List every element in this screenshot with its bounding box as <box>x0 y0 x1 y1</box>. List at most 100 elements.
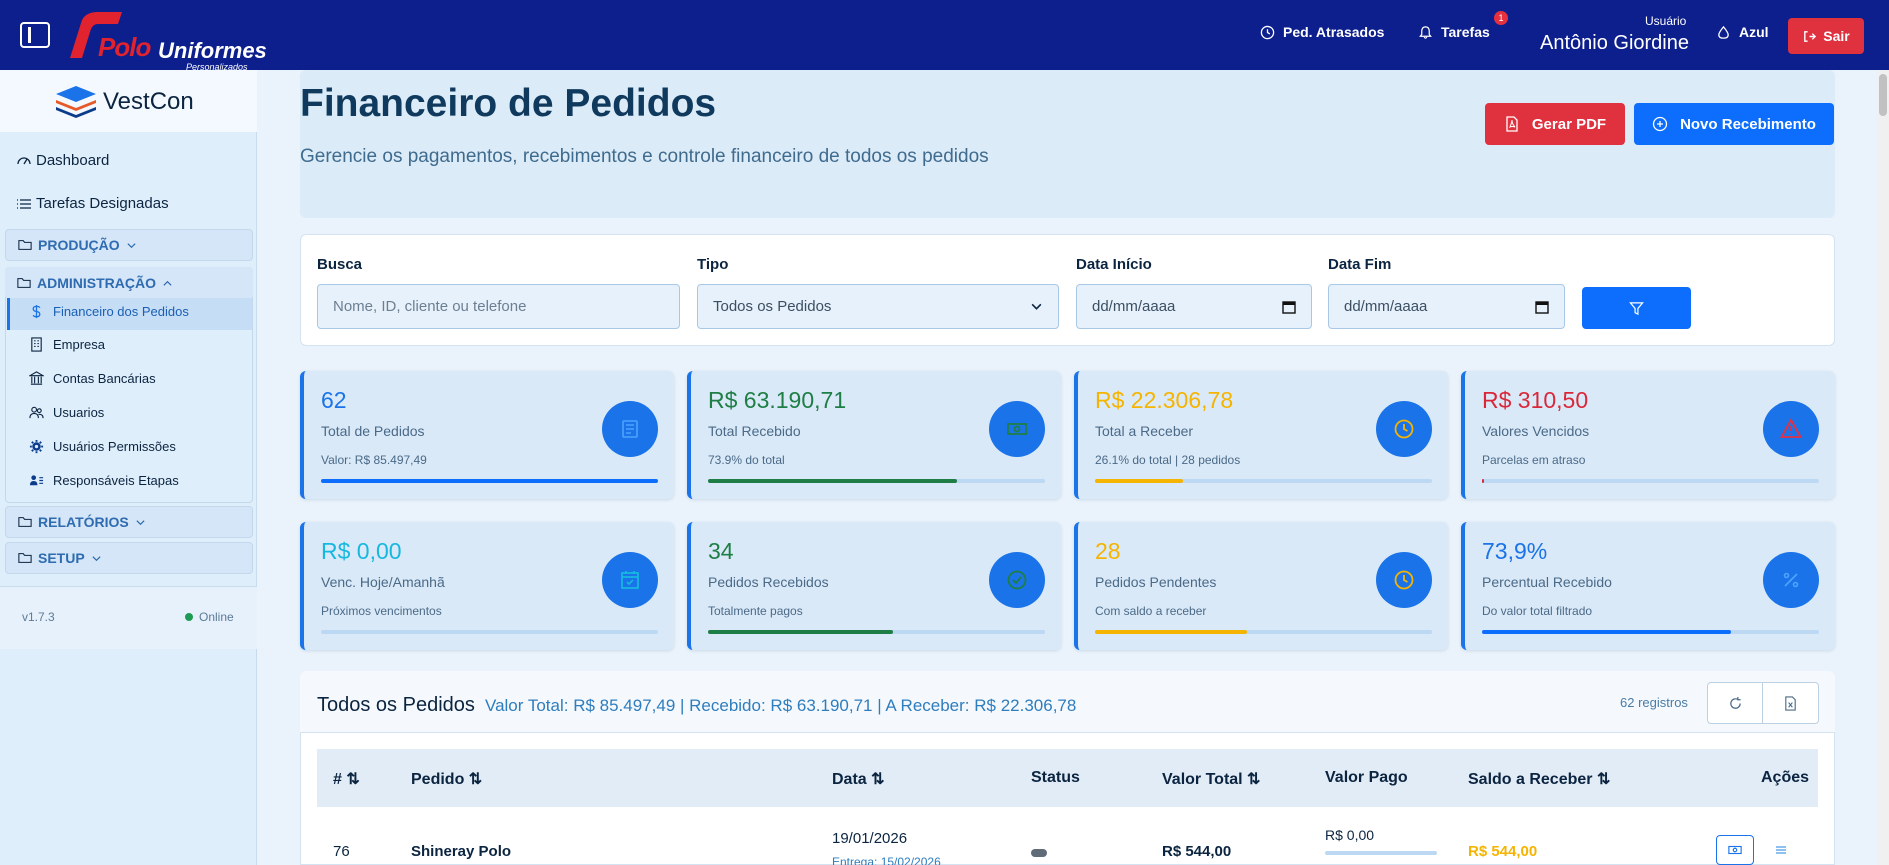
type-select[interactable]: Todos os Pedidos <box>697 284 1059 329</box>
sidebar-divider <box>0 586 257 587</box>
table-header-row <box>317 749 1818 807</box>
page-subtitle: Gerencie os pagamentos, recebimentos e c… <box>300 146 989 167</box>
chevron-up-icon <box>163 280 172 286</box>
apply-filter-button[interactable] <box>1582 287 1691 329</box>
delayed-orders-label: Ped. Atrasados <box>1283 24 1385 40</box>
page-scrollbar[interactable] <box>1877 70 1889 865</box>
orders-table-header <box>300 671 1835 733</box>
records-count: 62 registros <box>1620 695 1688 710</box>
start-date-input[interactable]: dd/mm/aaaa <box>1076 284 1312 329</box>
sidebar-footer <box>0 587 257 649</box>
stat-card: R$ 310,50 Valores Vencidos Parcelas em atr… <box>1461 371 1835 499</box>
sidebar-item-empresa[interactable]: Empresa <box>29 337 105 352</box>
calendar-icon <box>1282 300 1296 314</box>
receive-payment-button[interactable] <box>1716 835 1754 865</box>
stat-subtext: Valor: R$ 85.497,49 <box>321 453 427 467</box>
stat-label: Percentual Recebido <box>1482 574 1612 590</box>
sidebar-brand[interactable]: VestCon <box>0 70 257 132</box>
stat-value: 73,9% <box>1482 538 1548 564</box>
stat-value: 62 <box>321 387 347 413</box>
building-icon <box>31 337 42 352</box>
stat-progress-fill <box>321 479 658 483</box>
stat-subtext: Com saldo a receber <box>1095 604 1207 618</box>
company-logo[interactable]: Polo Uniformes Personalizados <box>68 8 267 72</box>
sidebar-item-dashboard[interactable]: Dashboard <box>16 152 109 169</box>
folder-icon <box>18 517 32 527</box>
stat-label: Pedidos Recebidos <box>708 574 829 590</box>
column-header[interactable]: # ⇅ <box>333 771 360 788</box>
stat-subtext: 26.1% do total | 28 pedidos <box>1095 453 1241 467</box>
logout-label: Sair <box>1823 28 1850 44</box>
sidebar-item-label: Usuarios <box>53 405 105 420</box>
sidebar-item-label: Tarefas Designadas <box>36 195 169 212</box>
stat-progress-bar <box>1482 479 1819 483</box>
sidebar-item-label: Responsáveis Etapas <box>53 473 179 488</box>
export-excel-button[interactable] <box>1763 682 1819 724</box>
sidebar-section-administration[interactable]: ADMINISTRAÇÃO <box>5 267 253 299</box>
clock-icon <box>1376 401 1432 457</box>
row-paid-value: R$ 0,00 <box>1325 827 1375 843</box>
vestcon-logo-icon <box>56 86 96 118</box>
row-id: 76 <box>333 843 350 860</box>
start-date-value: dd/mm/aaaa <box>1092 298 1176 315</box>
dollar-icon <box>32 304 41 319</box>
file-pdf-icon <box>1506 116 1518 132</box>
speedometer-icon <box>17 156 31 164</box>
stat-value: R$ 63.190,71 <box>708 387 847 413</box>
stat-progress-fill <box>1482 630 1732 634</box>
sidebar-section-reports[interactable]: RELATÓRIOS <box>5 506 253 538</box>
generate-pdf-label: Gerar PDF <box>1531 115 1607 133</box>
sidebar-item-usuarios-permissoes[interactable]: Usuários Permissões <box>29 439 176 454</box>
list-icon <box>602 401 658 457</box>
sidebar: VestCon Dashboard Tarefas Designadas PRO… <box>0 70 257 865</box>
search-input[interactable]: Nome, ID, cliente ou telefone <box>317 284 680 329</box>
row-menu-button[interactable] <box>1774 843 1788 857</box>
column-header: Ações <box>1761 769 1810 786</box>
sidebar-item-label: Dashboard <box>36 152 110 169</box>
end-date-input[interactable]: dd/mm/aaaa <box>1328 284 1565 329</box>
logo-text-polo: Polo <box>98 32 151 62</box>
sidebar-item-tasks[interactable]: Tarefas Designadas <box>16 195 169 212</box>
new-receipt-button[interactable]: Novo Recebimento <box>1634 103 1834 145</box>
sidebar-section-production[interactable]: PRODUÇÃO <box>5 229 253 261</box>
orders-summary: Valor Total: R$ 85.497,49 | Recebido: R$… <box>485 696 1077 715</box>
sidebar-section-setup[interactable]: SETUP <box>5 542 253 574</box>
refresh-button[interactable] <box>1707 682 1763 724</box>
check-circle-icon <box>989 552 1045 608</box>
column-header[interactable]: Data ⇅ <box>832 771 885 788</box>
column-header[interactable]: Valor Total ⇅ <box>1162 771 1261 788</box>
section-label: ADMINISTRAÇÃO <box>37 275 156 291</box>
stat-subtext: Próximos vencimentos <box>321 604 442 618</box>
column-header[interactable]: Saldo a Receber ⇅ <box>1468 771 1611 788</box>
search-placeholder: Nome, ID, cliente ou telefone <box>333 298 527 315</box>
sidebar-item-financeiro[interactable]: Financeiro dos Pedidos <box>29 304 189 319</box>
row-paid-progress <box>1325 851 1437 855</box>
stat-progress-bar <box>321 479 658 483</box>
brand-name: VestCon <box>103 88 194 115</box>
clock-icon <box>1376 552 1432 608</box>
sidebar-toggle-button[interactable] <box>20 22 50 48</box>
gear-icon <box>29 439 44 454</box>
user-name[interactable]: Antônio Giordine <box>1540 32 1689 54</box>
scrollbar-thumb[interactable] <box>1879 74 1887 116</box>
new-receipt-label: Novo Recebimento <box>1680 115 1816 133</box>
type-select-value: Todos os Pedidos <box>713 298 832 315</box>
stat-progress-fill <box>708 479 958 483</box>
bell-icon <box>1419 25 1432 39</box>
column-header[interactable]: Pedido ⇅ <box>411 771 483 788</box>
stat-card: R$ 0,00 Venc. Hoje/Amanhã Próximos vencime… <box>300 522 674 650</box>
stat-label: Pedidos Pendentes <box>1095 574 1217 590</box>
sidebar-item-usuarios[interactable]: Usuarios <box>29 405 104 420</box>
generate-pdf-button[interactable]: Gerar PDF <box>1485 103 1625 145</box>
delayed-orders-link[interactable]: Ped. Atrasados <box>1260 24 1384 40</box>
status-dot-icon <box>185 613 193 621</box>
calendar-check-icon <box>602 552 658 608</box>
sidebar-item-contas-bancarias[interactable]: Contas Bancárias <box>29 371 156 386</box>
sidebar-item-responsaveis-etapas[interactable]: Responsáveis Etapas <box>29 473 179 488</box>
theme-toggle[interactable]: Azul <box>1716 24 1769 40</box>
logout-button[interactable]: Sair <box>1788 18 1864 54</box>
stat-card: 28 Pedidos Pendentes Com saldo a receber <box>1074 522 1448 650</box>
sidebar-item-label: Contas Bancárias <box>53 371 156 386</box>
tasks-link[interactable]: Tarefas <box>1418 24 1490 40</box>
row-order-name[interactable]: Shineray Polo <box>411 843 512 860</box>
